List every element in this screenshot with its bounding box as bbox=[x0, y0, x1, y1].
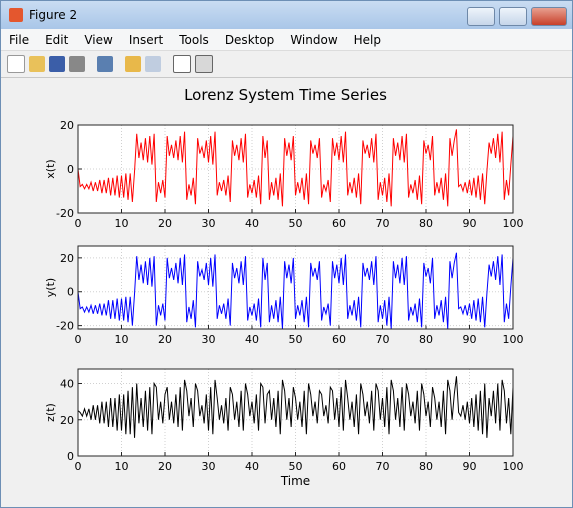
close-button[interactable] bbox=[531, 7, 567, 26]
data-line bbox=[77, 252, 514, 330]
window-title: Figure 2 bbox=[29, 8, 78, 22]
x-tick-label: 10 bbox=[115, 333, 129, 346]
x-tick-label: 0 bbox=[75, 217, 82, 230]
x-tick-label: 80 bbox=[419, 217, 433, 230]
menu-bar: File Edit View Insert Tools Desktop Window Help bbox=[1, 29, 572, 51]
property-button[interactable] bbox=[195, 55, 213, 73]
x-tick-label: 50 bbox=[289, 460, 303, 473]
menu-item[interactable]: View bbox=[84, 32, 113, 47]
open-button[interactable] bbox=[29, 56, 45, 72]
x-axis-label: Time bbox=[280, 474, 310, 488]
menu-item[interactable]: Edit bbox=[45, 32, 69, 47]
x-tick-label: 20 bbox=[158, 333, 172, 346]
x-tick-label: 80 bbox=[419, 460, 433, 473]
x-tick-label: 70 bbox=[376, 217, 390, 230]
x-tick-label: 10 bbox=[115, 217, 129, 230]
menu-item[interactable]: Tools bbox=[179, 32, 209, 47]
y-tick-label: -20 bbox=[56, 207, 74, 220]
y-axis-label: z(t) bbox=[44, 403, 57, 422]
x-tick-label: 10 bbox=[115, 460, 129, 473]
y-tick-label: 40 bbox=[60, 378, 74, 391]
x-tick-label: 30 bbox=[202, 333, 216, 346]
save-button[interactable] bbox=[49, 56, 65, 72]
x-tick-label: 20 bbox=[158, 217, 172, 230]
print-button[interactable] bbox=[69, 56, 85, 72]
app-icon bbox=[9, 8, 23, 22]
x-tick-label: 50 bbox=[289, 333, 303, 346]
y-tick-label: -20 bbox=[56, 320, 74, 333]
x-tick-label: 50 bbox=[289, 217, 303, 230]
x-tick-label: 60 bbox=[332, 460, 346, 473]
menu-item[interactable]: Window bbox=[290, 32, 338, 47]
y-tick-label: 20 bbox=[60, 252, 74, 265]
x-tick-label: 100 bbox=[503, 460, 524, 473]
colorbar-button[interactable] bbox=[125, 56, 141, 72]
menu-item[interactable]: Insert bbox=[128, 32, 164, 47]
axes-box bbox=[77, 245, 514, 330]
y-tick-label: 0 bbox=[67, 163, 74, 176]
y-axis-label: y(t) bbox=[44, 278, 57, 297]
menu-item[interactable]: Help bbox=[353, 32, 381, 47]
x-tick-label: 100 bbox=[503, 333, 524, 346]
legend-button[interactable] bbox=[145, 56, 161, 72]
x-tick-label: 60 bbox=[332, 217, 346, 230]
new-button[interactable] bbox=[7, 55, 25, 73]
x-tick-label: 70 bbox=[376, 460, 390, 473]
x-tick-label: 20 bbox=[158, 460, 172, 473]
minimize-button[interactable] bbox=[467, 7, 495, 26]
x-tick-label: 0 bbox=[75, 460, 82, 473]
chart-title: Lorenz System Time Series bbox=[184, 86, 387, 104]
x-tick-label: 90 bbox=[463, 460, 477, 473]
data-line bbox=[77, 129, 514, 207]
x-tick-label: 40 bbox=[245, 460, 259, 473]
pointer-button[interactable] bbox=[173, 55, 191, 73]
menu-item[interactable]: File bbox=[9, 32, 30, 47]
axes-box bbox=[77, 124, 514, 214]
x-tick-label: 30 bbox=[202, 460, 216, 473]
x-tick-label: 90 bbox=[463, 333, 477, 346]
axes-box bbox=[77, 368, 514, 457]
x-tick-label: 30 bbox=[202, 217, 216, 230]
toolbar bbox=[1, 51, 572, 78]
maximize-button[interactable] bbox=[499, 7, 527, 26]
menu-item[interactable]: Desktop bbox=[224, 32, 275, 47]
figure-canvas: Lorenz System Time Series 0 10 20 30 40 50 60 70… bbox=[44, 86, 524, 488]
data-line bbox=[77, 376, 514, 438]
x-tick-label: 80 bbox=[419, 333, 433, 346]
y-tick-label: 0 bbox=[67, 286, 74, 299]
x-tick-label: 70 bbox=[376, 333, 390, 346]
y-tick-label: 20 bbox=[60, 119, 74, 132]
y-tick-label: 20 bbox=[60, 414, 74, 427]
y-tick-label: 0 bbox=[67, 450, 74, 463]
x-tick-label: 60 bbox=[332, 333, 346, 346]
y-axis-label: x(t) bbox=[44, 159, 57, 178]
link-button[interactable] bbox=[97, 56, 113, 72]
x-tick-label: 100 bbox=[503, 217, 524, 230]
x-tick-label: 0 bbox=[75, 333, 82, 346]
x-tick-label: 40 bbox=[245, 333, 259, 346]
x-tick-label: 90 bbox=[463, 217, 477, 230]
x-tick-label: 40 bbox=[245, 217, 259, 230]
